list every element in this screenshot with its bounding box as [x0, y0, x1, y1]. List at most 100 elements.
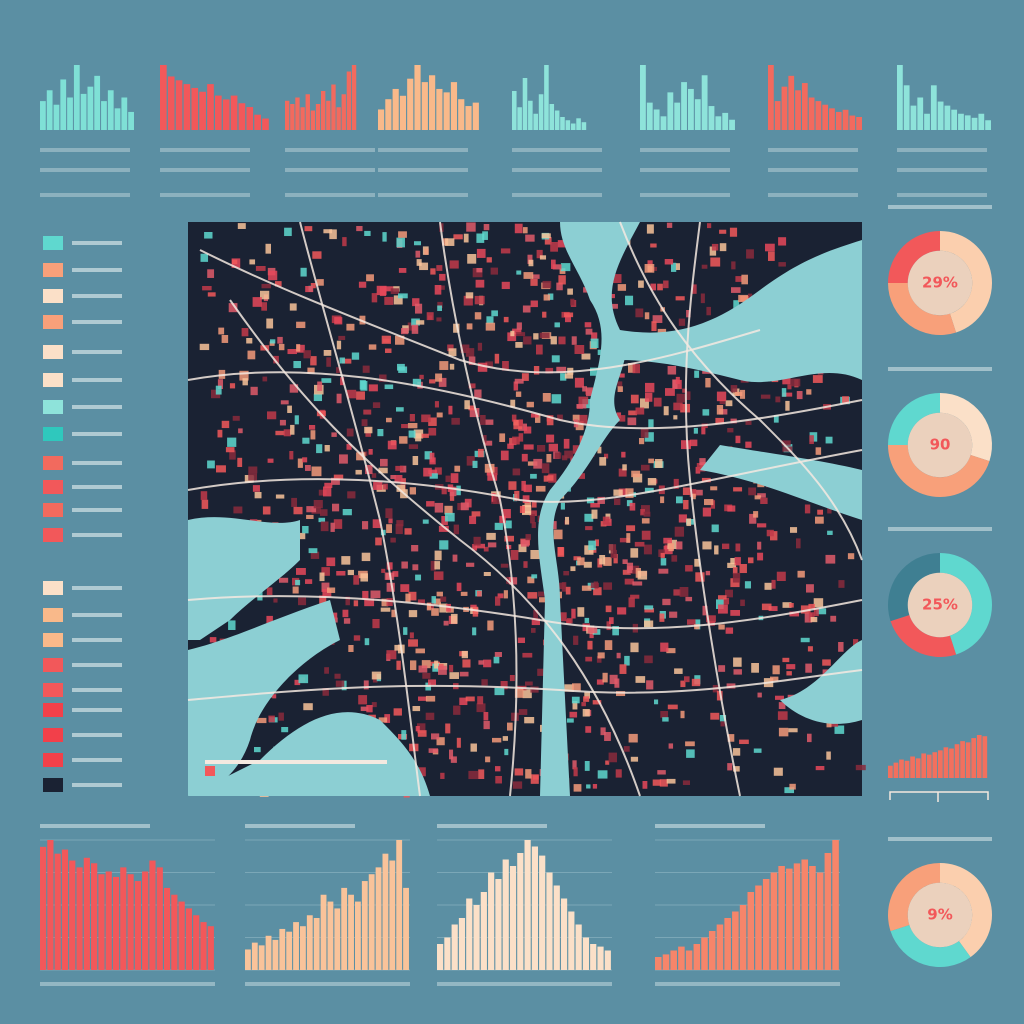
map-block [748, 557, 754, 564]
map-block [694, 370, 700, 378]
legend-swatch [43, 503, 63, 517]
bar [693, 944, 701, 970]
bar [978, 113, 985, 130]
map-block [211, 389, 221, 399]
map-block [486, 532, 496, 540]
bar [560, 117, 565, 130]
bar [716, 924, 724, 970]
map-block [449, 749, 454, 760]
map-block [790, 527, 798, 533]
bar [793, 863, 801, 970]
map-block [436, 591, 443, 597]
bar [801, 83, 808, 130]
map-block [307, 367, 315, 374]
map-block [685, 741, 695, 747]
map-block [266, 318, 274, 329]
map-block [268, 270, 278, 281]
map-block [477, 448, 484, 458]
map-block [381, 568, 386, 573]
donut-segment [890, 924, 971, 968]
map-block [544, 237, 552, 245]
map-block [671, 555, 678, 562]
map-block [228, 620, 236, 630]
bar [553, 885, 560, 970]
map-block [625, 488, 634, 498]
map-block [741, 274, 748, 285]
map-block [415, 303, 423, 314]
map-block [702, 409, 710, 416]
map-block [449, 664, 454, 672]
bar [917, 97, 924, 130]
map-block [592, 784, 598, 789]
bar [670, 950, 677, 970]
map-block [608, 752, 617, 763]
donut-hole [907, 412, 973, 478]
map-block [668, 743, 674, 749]
map-block [614, 678, 620, 688]
bar [149, 860, 156, 970]
text-placeholder [897, 193, 987, 197]
map-block [702, 541, 712, 550]
map-block [346, 323, 355, 331]
bar [251, 942, 258, 970]
map-block [425, 695, 436, 702]
bar [685, 950, 693, 970]
map-block [751, 663, 759, 673]
map-block [694, 558, 700, 567]
map-block [827, 530, 833, 535]
map-block [603, 557, 612, 566]
map-block [433, 598, 441, 605]
legend-text-placeholder [72, 708, 122, 712]
map-block [445, 723, 451, 734]
map-water [700, 445, 862, 520]
map-block [507, 332, 517, 342]
map-block [521, 480, 526, 491]
map-block [565, 516, 570, 525]
map-block [221, 420, 230, 429]
bar [762, 879, 770, 970]
bar [915, 758, 921, 778]
map-block [472, 606, 479, 617]
map-block [437, 301, 443, 309]
map-block [624, 578, 634, 585]
bar [832, 840, 839, 970]
map-block [475, 543, 486, 549]
map-block [485, 361, 493, 368]
map-block [461, 650, 468, 659]
map-block [221, 335, 229, 343]
map-block [290, 424, 295, 435]
map-block [644, 432, 654, 442]
bar [570, 123, 576, 130]
map-block [313, 393, 323, 402]
map-block [507, 443, 514, 449]
bar [646, 102, 653, 130]
donut-segment [940, 393, 992, 462]
map-block [812, 375, 823, 383]
map-block [434, 285, 442, 295]
map-block [847, 553, 855, 560]
donut-title-placeholder [888, 837, 992, 841]
map-block [308, 548, 318, 554]
map-block [573, 784, 582, 792]
map-block [514, 768, 524, 776]
legend-text-placeholder [72, 485, 122, 489]
map-block [296, 532, 306, 540]
map-block [347, 491, 356, 499]
map-block [513, 381, 519, 391]
map-block [567, 288, 573, 295]
map-water [188, 600, 340, 796]
bar [375, 867, 382, 970]
map-block [597, 652, 605, 659]
map-block [603, 582, 613, 590]
bar [770, 872, 778, 970]
bar [142, 871, 149, 970]
map-block [499, 433, 506, 442]
map-block [853, 639, 859, 647]
bar [982, 736, 988, 778]
map-block [386, 650, 397, 660]
map-block [648, 419, 654, 428]
map-block [450, 473, 459, 483]
bar [378, 109, 385, 130]
map-block [530, 413, 539, 418]
map-block [641, 464, 650, 471]
